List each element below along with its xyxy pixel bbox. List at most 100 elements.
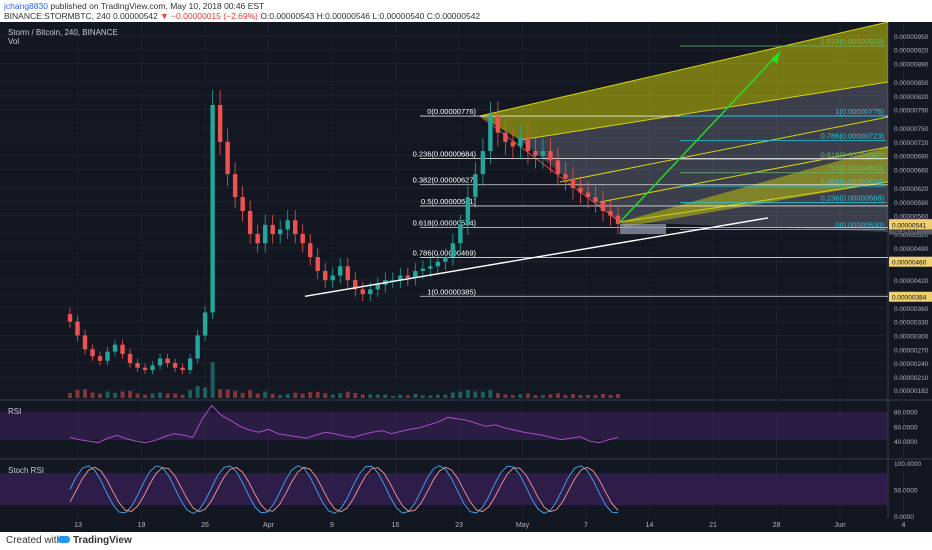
chart-canvas[interactable]: 0(0.00000776) 0.236(0.00000684) 0.382(0.00… [0,22,932,532]
price-tick-label: 0.00000620 [894,186,929,193]
published-text: published on TradingView.com, May 10, 20… [50,1,265,11]
volume-bar [278,394,283,398]
candle-body [360,289,365,294]
candle-body [450,243,456,258]
fib-extension-label: 0.382(0.00000624) [821,177,885,186]
candle-body [555,160,561,175]
time-tick-label: 9 [330,522,334,529]
volume-bar [405,395,410,398]
fib-retracement-label: 0.786(0.00000469) [413,249,477,258]
candle-body [488,116,493,152]
candle-body [187,358,193,371]
candle-body [585,192,591,198]
pitchfork-upper-fill [480,22,888,140]
candle-body [165,358,170,364]
candle-body [308,243,313,258]
price-tick-label: 0.00000270 [894,347,929,354]
price-tick-label: 0.00000300 [894,333,929,340]
volume-bar [263,391,268,398]
time-tick-label: 21 [709,522,717,529]
volume-bar [255,393,260,398]
time-tick-label: 13 [74,522,82,529]
author-link[interactable]: jchang8830 [4,1,48,11]
candle-body [127,353,133,364]
pitchfork-line [519,81,889,141]
symbol-line: BINANCE:STORMBTC, 240 [4,11,111,21]
volume-bar [518,394,523,398]
fib-retracement-label: 0.5(0.00000581) [421,197,477,206]
price-tick-label: 0.00000240 [894,361,929,368]
time-tick-label: 23 [455,522,463,529]
price-flag-label: 0.00000384 [892,295,927,302]
candle-body [142,367,148,371]
volume-bar [375,394,380,398]
pitchfork-line [479,22,889,117]
time-tick-label: 4 [902,522,906,529]
volume-bar [458,391,463,398]
candle-body [525,137,531,152]
volume-bar [308,392,313,398]
candle-body [150,365,155,371]
footer-brand[interactable]: TradingView [73,535,132,546]
volume-bar [450,392,455,398]
candle-body [563,174,568,179]
volume-bar [180,394,185,398]
candle-body [277,229,283,235]
fib-extension-label: 0(0.00000530) [835,220,884,229]
volume-bar [195,386,200,398]
volume-bar [533,395,538,398]
volume-bar [503,394,508,398]
volume-bar [225,389,230,398]
candle-body [413,270,418,278]
price-change: ▼ −0.00000015 (−2.69%) [160,11,258,21]
rsi-band [0,412,888,440]
candle-body [112,344,118,352]
volume-bar [105,391,110,398]
volume-bar [90,392,95,398]
volume-bar [338,393,343,398]
volume-bar [75,390,80,398]
volume-bar [98,393,103,398]
candle-body [210,104,215,313]
fib-extension-label: 0.5(0.00000653) [829,164,885,173]
candle-body [82,335,88,350]
volume-bar [480,391,485,398]
volume-bar [443,394,448,398]
tradingview-logo-icon [58,536,70,543]
candle-body [120,344,125,354]
fib-retracement-label: 0.382(0.00000627) [413,176,477,185]
fib-retracement-label: 0.618(0.00000534) [413,219,477,228]
time-tick-label: May [516,522,530,529]
time-tick-label: 26 [201,522,209,529]
candle-body [232,174,238,198]
price-flag-label: 0.00000460 [892,260,927,267]
time-tick-label: Jun [834,522,845,529]
volume-bar [428,395,433,398]
candle-body [90,349,95,357]
price-axis-panel [888,22,932,532]
volume-bar [398,394,403,398]
stoch-rsi-label: Stoch RSI [8,466,44,475]
volume-bar [315,391,320,398]
candle-body [345,266,350,281]
candle-body [285,220,290,230]
price-tick-label: 0.00000790 [894,108,929,115]
volume-bar [233,391,238,398]
candle-body [293,220,298,235]
candle-body [473,174,478,198]
volume-bar [368,394,373,398]
volume-bar [345,391,350,398]
pitchfork-line [619,181,889,223]
candle-body [458,224,463,244]
volume-bar [165,393,170,398]
volume-bar [203,387,208,398]
price-tick-label: 0.00000182 [894,388,929,395]
price-tick-label: 0.00000560 [894,214,929,221]
publish-header: jchang8830 published on TradingView.com,… [0,0,932,22]
price-tick-label: 0.00000890 [894,61,929,68]
candle-body [608,211,613,216]
candle-body [255,234,260,244]
candle-body [180,367,185,371]
volume-bar [608,394,613,398]
fib-extension-label: 1.618(0.00000928) [821,37,885,46]
